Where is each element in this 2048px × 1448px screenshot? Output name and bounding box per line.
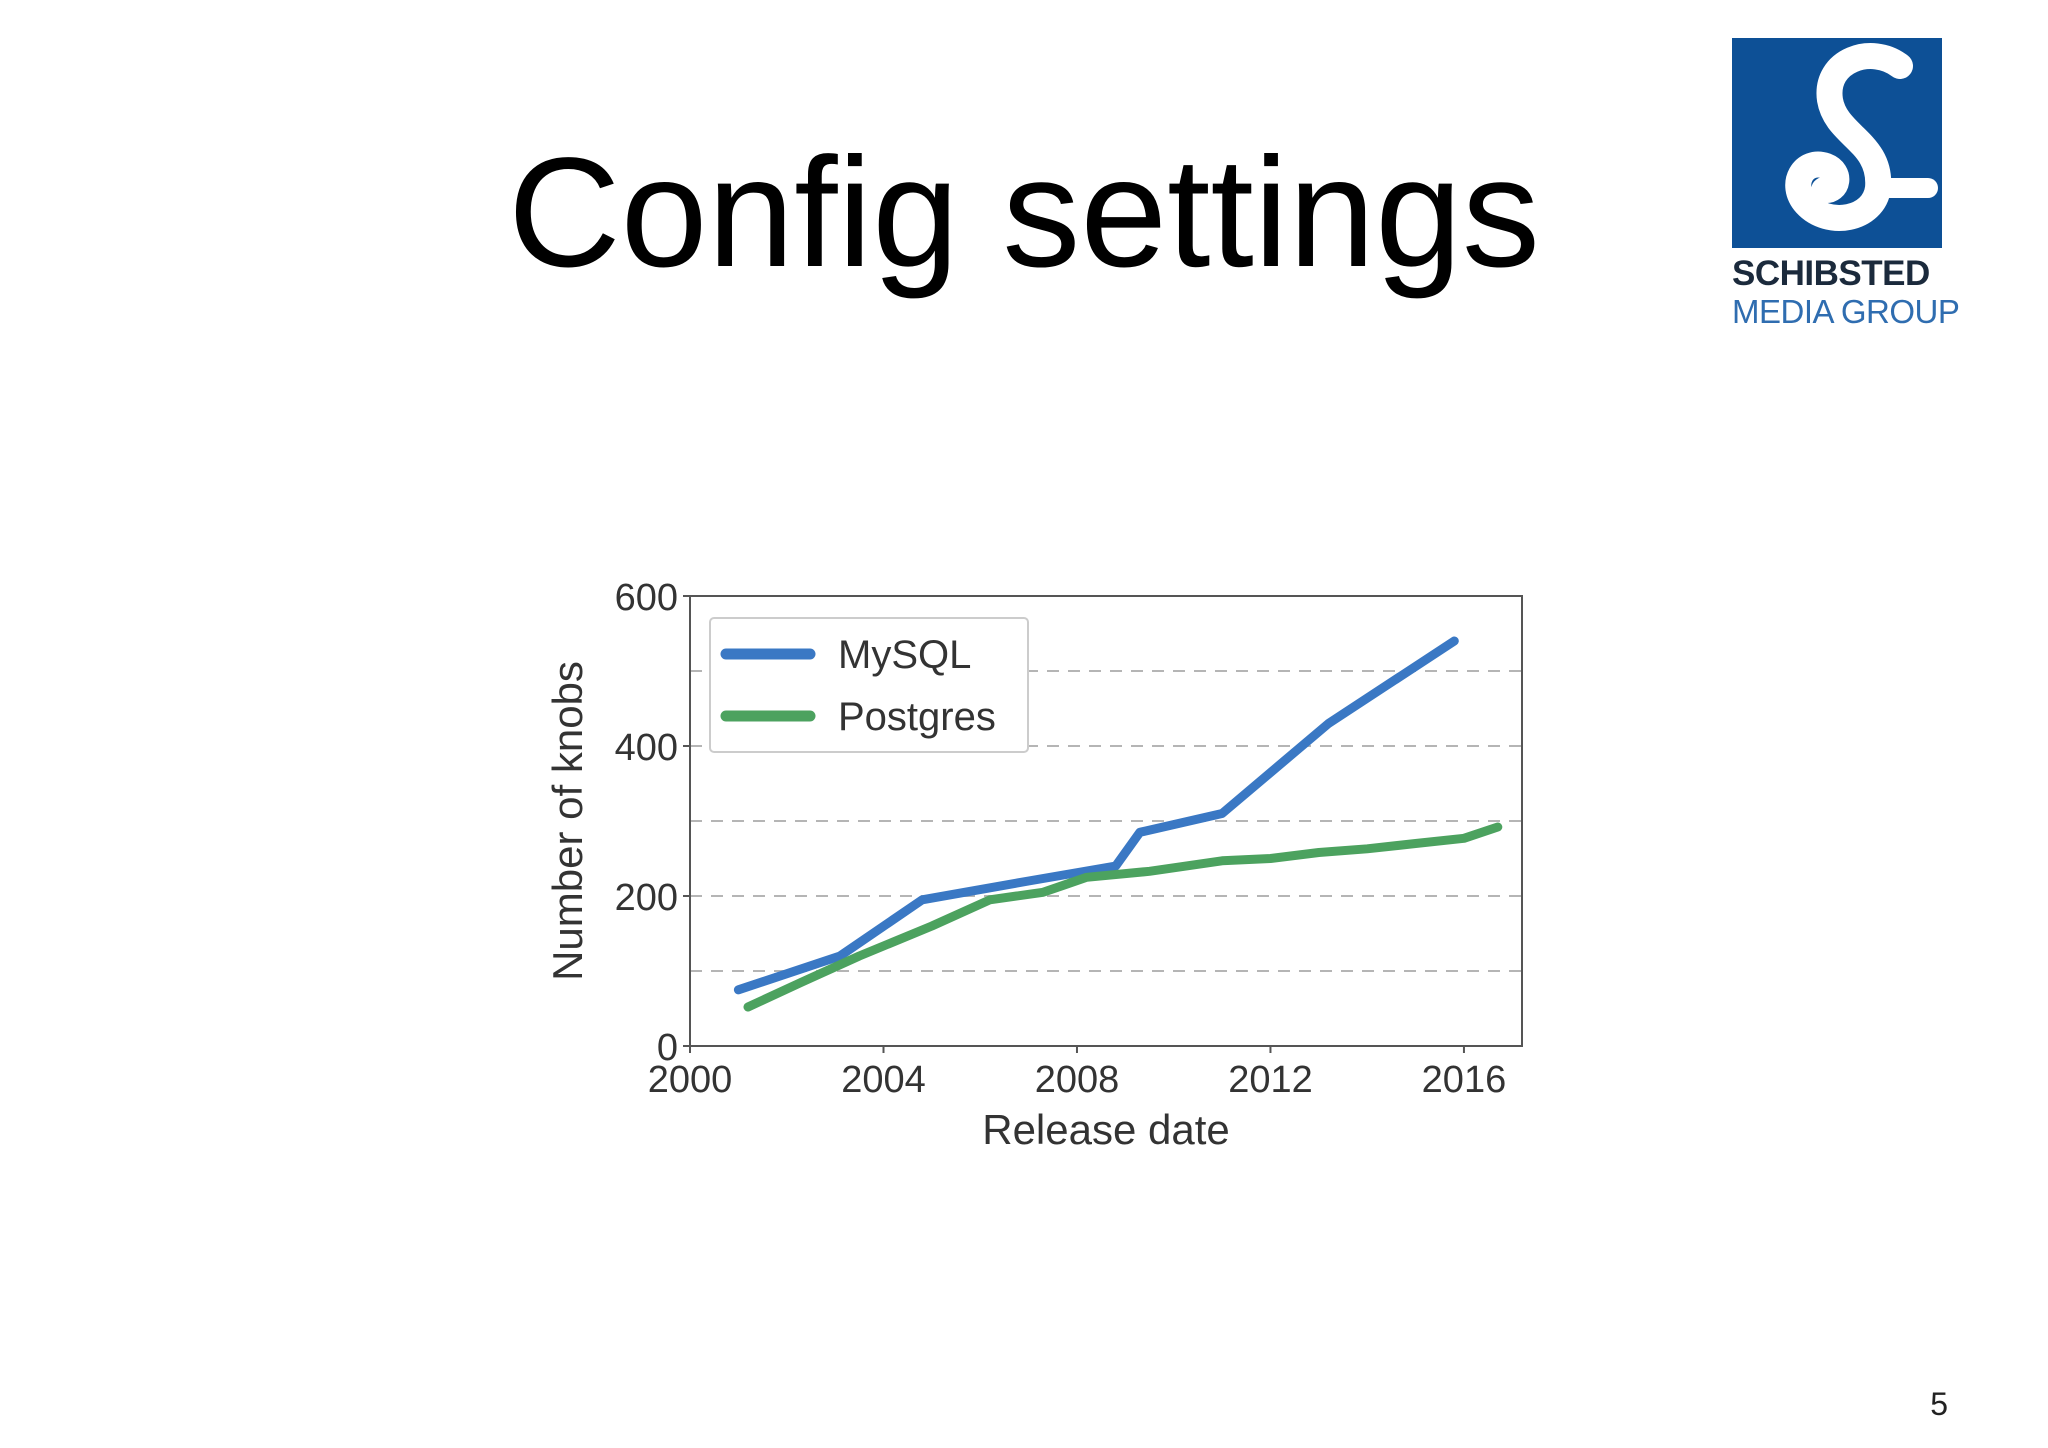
y-tick-label: 200 [615, 877, 678, 919]
logo-subtitle: MEDIA GROUP [1732, 293, 1960, 330]
x-axis-label: Release date [982, 1106, 1230, 1153]
schibsted-s-logo-icon [1732, 38, 1942, 248]
x-tick-label: 2004 [841, 1059, 926, 1101]
legend-label: Postgres [838, 695, 996, 739]
y-axis-label: Number of knobs [544, 661, 591, 981]
x-tick-label: 2016 [1422, 1059, 1507, 1101]
knobs-line-chart: 0 200 400 600 2000 2004 2008 2012 2016 Release da… [544, 577, 1523, 1153]
slide-title: Config settings [508, 126, 1540, 300]
x-tick-label: 2012 [1228, 1059, 1313, 1101]
y-tick-label: 400 [615, 727, 678, 769]
page-number: 5 [1930, 1386, 1948, 1422]
logo-name: SCHIBSTED [1732, 254, 1930, 293]
x-tick-label: 2008 [1035, 1059, 1120, 1101]
schibsted-logo: SCHIBSTED MEDIA GROUP [1732, 38, 1960, 330]
plot-frame [689, 595, 1523, 1047]
legend-label: MySQL [838, 633, 971, 677]
series-line-postgres [743, 822, 1503, 1012]
series-line-mysql [733, 636, 1459, 995]
y-tick-label: 0 [657, 1027, 678, 1069]
x-tick-label: 2000 [648, 1059, 733, 1101]
y-tick-label: 600 [615, 577, 678, 619]
